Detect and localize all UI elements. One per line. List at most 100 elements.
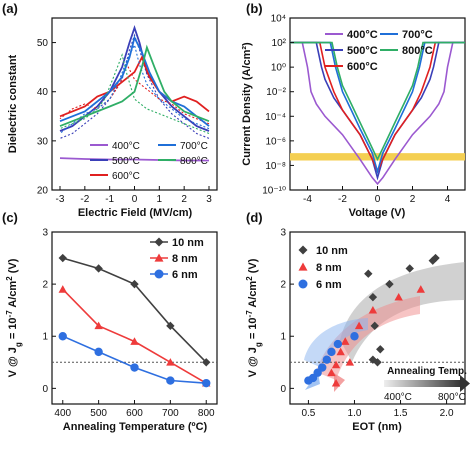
panel-d-ytick-label: 3 — [280, 228, 286, 239]
panel-b-target-band — [290, 153, 465, 161]
point-d-6nm — [304, 376, 313, 385]
series-a-800-reverse — [59, 53, 210, 135]
panel-a-xtick-label: -1 — [105, 194, 114, 205]
panel-a-xtick-label: -2 — [80, 194, 89, 205]
point-d-10nm — [370, 321, 379, 331]
panel-d-xtick-label: 2.0 — [440, 408, 454, 419]
series-b-700 — [290, 41, 465, 175]
point-d-10nm — [368, 292, 378, 302]
panel-b-xtick-label: -2 — [338, 194, 347, 205]
legend-a-700: 700°C — [180, 141, 208, 152]
point-c-6nm — [166, 376, 175, 385]
panel-d-xtick-label: 1.5 — [394, 408, 408, 419]
panel-c-ytick-label: 3 — [42, 228, 48, 239]
panel-c-xtick-label: 500 — [90, 408, 107, 419]
panel-b-label: (b) — [246, 1, 263, 16]
panel-d-ytick-label: 1 — [280, 332, 286, 343]
panel-c-ylabel: V @ Jg = 10-7 A/cm2 (V) — [5, 258, 23, 377]
panel-b-legend: 400°C 700°C 500°C 800°C 600°C — [325, 29, 433, 73]
panel-d-ylabel: V @ Jg = 10-7 A/cm2 (V) — [245, 258, 263, 377]
panel-a-ytick-label: 20 — [37, 186, 49, 197]
point-d-10nm — [431, 253, 440, 263]
legend-c-10nm: 10 nm — [172, 237, 204, 249]
legend-d-marker-10nm — [298, 245, 308, 255]
panel-b-ytick-label: 10⁴ — [271, 14, 286, 25]
legend-c-marker-6nm — [154, 269, 164, 279]
panel-a-xtick-label: 2 — [181, 194, 187, 205]
point-d-8nm — [354, 321, 364, 330]
point-c-6nm — [94, 347, 103, 357]
legend-c-8nm: 8 nm — [172, 253, 198, 265]
panel-a: (a) -3 -2 -1 0 1 2 3 20 30 40 50 Electric Field (M… — [2, 1, 218, 219]
panel-a-ylabel: Dielectric constant — [7, 54, 19, 153]
point-d-10nm — [376, 345, 385, 354]
legend-b-600: 600°C — [347, 61, 378, 73]
panel-c-xtick-label: 400 — [54, 408, 71, 419]
series-b-800 — [290, 41, 465, 162]
series-a-500 — [59, 24, 210, 132]
annealing-temp-arrow: Annealing Temp. 400°C 800°C — [384, 366, 470, 403]
panel-a-xtick-label: 3 — [206, 194, 212, 205]
trend-band-8nm — [316, 296, 420, 380]
panel-b-ytick-label: 10⁻¹⁰ — [262, 186, 286, 197]
point-c-10nm — [202, 358, 211, 367]
panel-d-legend: 10 nm 8 nm 6 nm — [298, 245, 348, 291]
panel-a-ytick-label: 30 — [37, 136, 49, 147]
panel-b-ticks: -4 -2 0 2 4 10⁴ 10² 10⁰ 10⁻² 10⁻⁴ 10⁻⁶ 10⁻⁸ 10⁻¹⁰ — [262, 14, 450, 206]
panel-a-xtick-label: 1 — [157, 194, 163, 205]
legend-c-6nm: 6 nm — [172, 269, 198, 281]
legend-d-marker-8nm — [298, 262, 308, 271]
panel-c: (c) 400 500 600 700 800 0 1 2 3 Annealing Temper… — [2, 210, 218, 433]
legend-b-700: 700°C — [402, 29, 433, 41]
point-c-10nm — [166, 321, 175, 331]
arrow-end-label: 800°C — [438, 392, 466, 403]
panel-c-series — [58, 253, 211, 388]
arrow-start-label: 400°C — [384, 392, 412, 403]
point-d-10nm — [368, 355, 378, 364]
point-c-8nm — [94, 321, 103, 330]
trend-arrow-8nm — [334, 373, 345, 392]
panel-a-series — [59, 24, 210, 162]
point-d-6nm — [322, 355, 332, 364]
panel-a-xlabel: Electric Field (MV/cm) — [78, 207, 193, 219]
legend-c-marker-8nm — [154, 253, 164, 262]
point-d-8nm — [394, 292, 403, 301]
panel-b-ylabel: Current Density (A/cm²) — [241, 42, 253, 166]
panel-b-ytick-label: 10⁻⁴ — [265, 112, 286, 123]
panel-a-ytick-label: 50 — [37, 38, 49, 49]
annealing-arrow-shaft — [384, 380, 462, 387]
panel-d-ticks: 0.5 1.0 1.5 2.0 0 1 2 3 — [280, 228, 454, 420]
panel-b-xtick-label: 2 — [410, 194, 416, 205]
point-d-8nm — [336, 347, 345, 356]
panel-b-ytick-label: 10² — [272, 38, 287, 49]
legend-b-400: 400°C — [347, 29, 378, 41]
point-d-8nm — [331, 360, 341, 369]
panel-d-ytick-label: 0 — [280, 384, 286, 395]
legend-a-500: 500°C — [112, 156, 140, 167]
panel-d-xtick-label: 0.5 — [301, 408, 315, 419]
legend-b-500: 500°C — [347, 45, 378, 57]
panel-a-ticks: -3 -2 -1 0 1 2 3 20 30 40 50 — [37, 38, 212, 205]
panel-c-ytick-label: 1 — [42, 332, 48, 343]
panel-d-ytick-label: 2 — [280, 280, 286, 291]
point-d-10nm — [364, 269, 373, 278]
panel-a-label: (a) — [2, 1, 18, 16]
panel-b-series — [290, 41, 465, 186]
panel-c-label: (c) — [2, 210, 18, 225]
point-d-6nm — [333, 339, 343, 349]
panel-d-label: (d) — [246, 210, 263, 225]
panel-b: (b) -4 -2 0 2 4 10⁴ 10² 10⁰ 10⁻² 10⁻⁴ 10⁻⁶ 10⁻⁸ 10⁻¹… — [241, 1, 466, 219]
point-d-8nm — [416, 285, 425, 293]
point-d-8nm — [327, 368, 336, 377]
panel-a-ytick-label: 40 — [37, 87, 49, 98]
legend-a-800: 800°C — [180, 156, 208, 167]
point-d-8nm — [368, 305, 378, 314]
panel-b-ytick-label: 10⁻⁸ — [265, 161, 286, 172]
annealing-arrow-head — [460, 375, 470, 392]
panel-a-xtick-label: 0 — [132, 194, 138, 205]
point-c-6nm — [130, 363, 139, 372]
point-c-10nm — [130, 279, 139, 289]
panel-d-frame — [289, 231, 466, 405]
panel-b-xtick-label: 4 — [445, 194, 451, 205]
